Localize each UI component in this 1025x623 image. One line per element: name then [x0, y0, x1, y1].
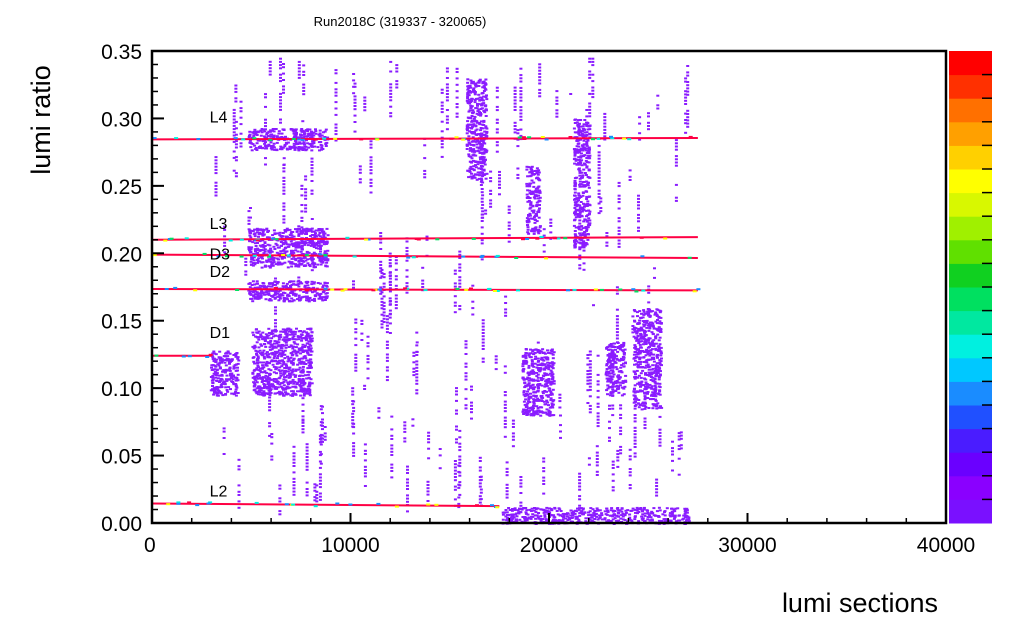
axes: 0 10000 20000 30000 40000 0.00 0.05 0.10 0.15 0.2… [101, 41, 975, 557]
data-block [632, 308, 664, 411]
data-block [525, 165, 542, 235]
color-scale-step [949, 192, 992, 217]
y-axis-title: lumi ratio [26, 65, 56, 175]
color-scale-step [949, 145, 992, 170]
band-line-d1 [152, 353, 213, 358]
x-tick-label: 40000 [917, 534, 975, 557]
x-tick-label: 20000 [520, 534, 578, 557]
color-scale-step [949, 357, 992, 382]
y-tick-label: 0.05 [101, 446, 142, 469]
chart-title: Run2018C (319337 - 320065) [314, 14, 487, 29]
band-line-l3 [151, 235, 698, 242]
color-scale-step [949, 121, 992, 146]
y-tick-label: 0.20 [101, 243, 142, 266]
y-tick-label: 0.10 [101, 378, 142, 401]
y-tick-label: 0.15 [101, 311, 142, 334]
color-scale-step [949, 239, 992, 264]
color-scale-step [949, 310, 992, 335]
color-scale-step [949, 98, 992, 123]
x-axis-title: lumi sections [782, 588, 938, 618]
color-scale-step [949, 452, 992, 477]
color-scale-step [949, 334, 992, 359]
color-scale-step [949, 51, 992, 76]
color-scale-step [949, 405, 992, 430]
y-tick-label: 0.25 [101, 176, 142, 199]
color-scale-step [949, 74, 992, 99]
data-block [604, 341, 628, 397]
y-tick-label: 0.00 [101, 513, 142, 536]
color-scale-step [949, 381, 992, 406]
data-block [209, 350, 241, 397]
band-label-d1: D1 [210, 325, 231, 342]
data-block [572, 118, 592, 249]
color-scale [949, 51, 992, 524]
data-block [251, 327, 314, 397]
color-scale-step [949, 475, 992, 500]
color-scale-step [949, 428, 992, 453]
band-line-d3 [151, 252, 698, 260]
color-scale-step [949, 169, 992, 194]
band-label-d3: D3 [210, 246, 231, 263]
y-tick-label: 0.30 [101, 108, 142, 131]
band-line-l2 [151, 501, 500, 509]
color-scale-step [949, 287, 992, 312]
x-tick-label: 10000 [321, 534, 379, 557]
band-line-l4 [151, 135, 698, 142]
color-scale-step [949, 216, 992, 241]
x-tick-label: 30000 [718, 534, 776, 557]
band-label-l4: L4 [210, 109, 228, 126]
band-label-l3: L3 [210, 216, 228, 233]
band-label-l2: L2 [210, 484, 228, 501]
x-tick-label: 0 [144, 534, 156, 557]
color-scale-step [949, 499, 992, 524]
data-noise [213, 57, 690, 518]
plot-marks [209, 57, 691, 525]
data-block [247, 227, 330, 269]
y-tick-label: 0.35 [101, 41, 142, 64]
color-scale-step [949, 263, 992, 288]
band-label-d2: D2 [210, 264, 231, 281]
data-block [247, 280, 329, 303]
band-lines [151, 135, 701, 509]
band-line-d2 [151, 286, 701, 293]
